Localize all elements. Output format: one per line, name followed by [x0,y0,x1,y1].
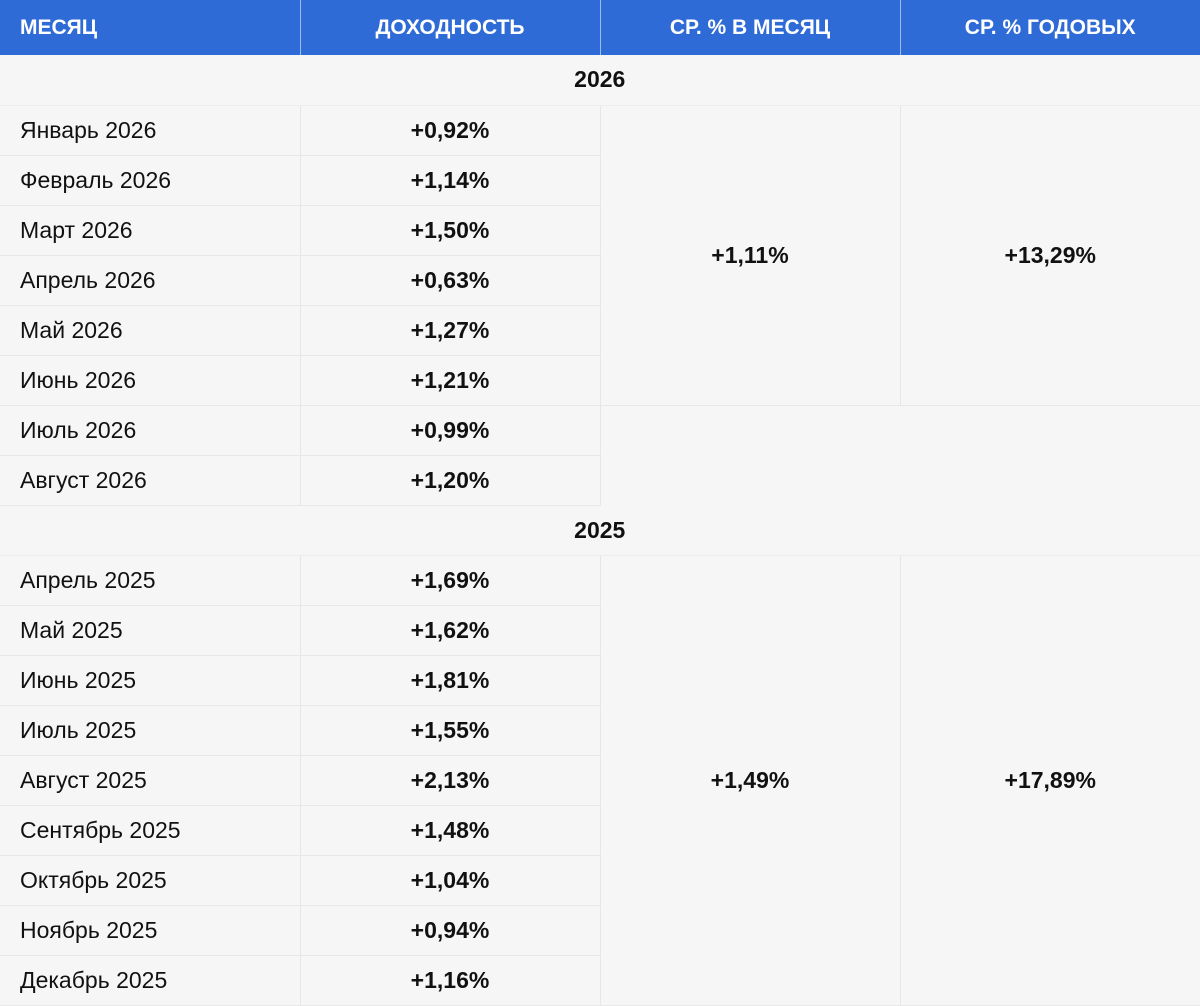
table-row: Март 2026 +1,50% [0,205,1200,256]
avg-month-cell: +1,11% [600,105,901,406]
month-cell: Июль 2026 [0,405,301,456]
table-row: Апрель 2025 +1,69% +1,49% +17,89% [0,555,1200,1006]
month-cell: Ноябрь 2025 [0,905,301,956]
year-row-2025: 2025 [0,505,1200,556]
table-row: Июль 2026 +0,99% [0,405,1200,456]
yield-cell: +0,94% [300,905,601,956]
table-row: Декабрь 2025 +1,16% [0,955,1200,1006]
month-cell: Декабрь 2025 [0,955,301,1006]
table-row: Июль 2025 +1,55% [0,705,1200,756]
month-cell: Май 2026 [0,305,301,356]
table-row: Июнь 2025 +1,81% [0,655,1200,706]
yield-cell: +1,14% [300,155,601,206]
table-row: Июнь 2026 +1,21% [0,355,1200,406]
month-cell: Август 2026 [0,455,301,506]
header-avg-month[interactable]: Ср. % в месяц [600,0,901,55]
yield-cell: +1,55% [300,705,601,756]
yield-cell: +0,99% [300,405,601,456]
yield-cell: +1,48% [300,805,601,856]
year-label: 2025 [0,505,1200,556]
month-cell: Сентябрь 2025 [0,805,301,856]
avg-month-cell: +1,49% [600,555,901,1006]
yield-cell: +0,63% [300,255,601,306]
month-cell: Май 2025 [0,605,301,656]
year-label: 2026 [0,55,1200,106]
empty-cell [600,405,1200,455]
yield-cell: +1,50% [300,205,601,256]
table-row: Август 2025 +2,13% [0,755,1200,806]
yield-cell: +1,27% [300,305,601,356]
yield-cell: +1,16% [300,955,601,1006]
header-month[interactable]: Месяц [0,0,301,55]
table-row: Май 2025 +1,62% [0,605,1200,656]
month-cell: Июнь 2025 [0,655,301,706]
yield-cell: +1,21% [300,355,601,406]
month-cell: Февраль 2026 [0,155,301,206]
table-row: Сентябрь 2025 +1,48% [0,805,1200,856]
month-cell: Июнь 2026 [0,355,301,406]
month-cell: Январь 2026 [0,105,301,156]
empty-cell [600,455,1200,505]
yield-cell: +1,20% [300,455,601,506]
month-cell: Апрель 2025 [0,555,301,606]
year-row-2026: 2026 [0,55,1200,106]
table-row: Апрель 2026 +0,63% [0,255,1200,306]
table-row: Май 2026 +1,27% [0,305,1200,356]
yield-cell: +1,62% [300,605,601,656]
yield-cell: +1,69% [300,555,601,606]
yield-cell: +2,13% [300,755,601,806]
avg-year-cell: +17,89% [900,555,1200,1006]
header-yield[interactable]: Доходность [300,0,601,55]
yield-cell: +0,92% [300,105,601,156]
table-row: Ноябрь 2025 +0,94% [0,905,1200,956]
month-cell: Октябрь 2025 [0,855,301,906]
avg-year-cell: +13,29% [900,105,1200,406]
table-row: Февраль 2026 +1,14% [0,155,1200,206]
table-row: Январь 2026 +0,92% +1,11% +13,29% [0,105,1200,406]
month-cell: Июль 2025 [0,705,301,756]
yield-cell: +1,81% [300,655,601,706]
table-row: Октябрь 2025 +1,04% [0,855,1200,906]
month-cell: Март 2026 [0,205,301,256]
header-avg-year[interactable]: Ср. % годовых [900,0,1200,55]
month-cell: Апрель 2026 [0,255,301,306]
yield-cell: +1,04% [300,855,601,906]
table-row: Август 2026 +1,20% [0,455,1200,506]
table-header-row: Месяц Доходность Ср. % в месяц Ср. % год… [0,0,1200,55]
month-cell: Август 2025 [0,755,301,806]
